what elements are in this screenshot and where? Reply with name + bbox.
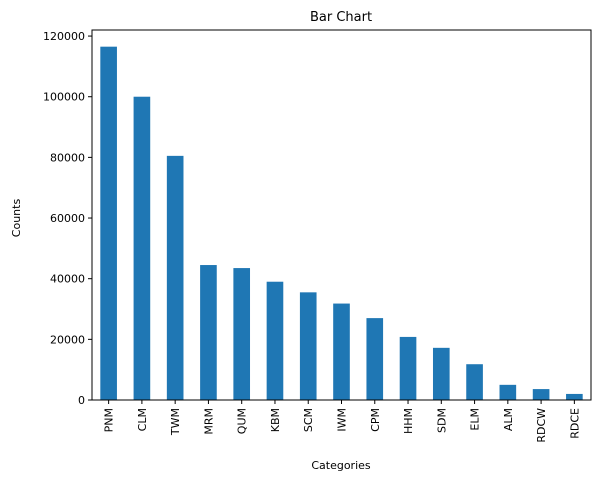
x-tick-label: RDCW: [535, 408, 548, 443]
bar-elm: [466, 364, 483, 400]
bar-sdm: [432, 347, 450, 400]
chart-title: Bar Chart: [310, 10, 372, 25]
x-axis-label: Categories: [311, 459, 371, 472]
y-tick-label: 60000: [50, 212, 85, 225]
bar-pnm: [100, 46, 117, 400]
x-tick-label: KBM: [269, 408, 282, 432]
x-tick-label: SCM: [302, 408, 315, 432]
x-tick-label: PNM: [103, 408, 116, 432]
bar-rdcw: [532, 389, 550, 400]
x-tick-label: RDCE: [568, 408, 581, 439]
y-tick-label: 120000: [43, 30, 85, 43]
x-tick-label: HHM: [402, 408, 415, 434]
bar-iwm: [333, 303, 350, 400]
bar-mrm: [200, 265, 217, 400]
bar-rdce: [566, 393, 583, 400]
plot-frame: [91, 29, 592, 401]
x-tick-label: ELM: [469, 408, 482, 431]
bar-alm: [499, 384, 517, 400]
bar-twm: [166, 155, 184, 400]
y-tick-label: 40000: [50, 273, 85, 286]
x-tick-label: QUM: [236, 408, 249, 434]
bar-qum: [233, 268, 251, 400]
bar-hhm: [399, 336, 417, 400]
x-tick-label: SDM: [435, 408, 448, 433]
y-tick-label: 100000: [43, 91, 85, 104]
bar-cpm: [366, 318, 384, 400]
y-axis: 0 20000 40000 60000 80000 100000 120000: [43, 30, 92, 407]
x-tick-label: ALM: [502, 408, 515, 431]
bars-group: [100, 46, 583, 400]
x-tick-label: TWM: [169, 408, 182, 436]
x-tick-label: CLM: [136, 408, 149, 431]
y-tick-label: 0: [78, 394, 85, 407]
x-tick-label: IWM: [336, 408, 349, 432]
x-tick-label: CPM: [369, 408, 382, 432]
bar-kbm: [266, 281, 284, 400]
x-tick-label: MRM: [202, 408, 215, 435]
bar-clm: [133, 96, 151, 400]
bar-scm: [299, 292, 317, 400]
x-axis: PNM CLM TWM MRM QUM KBM SCM IWM CPM HHM SDM ELM ALM R…: [103, 400, 581, 443]
y-tick-label: 80000: [50, 151, 85, 164]
y-tick-label: 20000: [50, 333, 85, 346]
y-axis-label: Counts: [10, 199, 23, 238]
